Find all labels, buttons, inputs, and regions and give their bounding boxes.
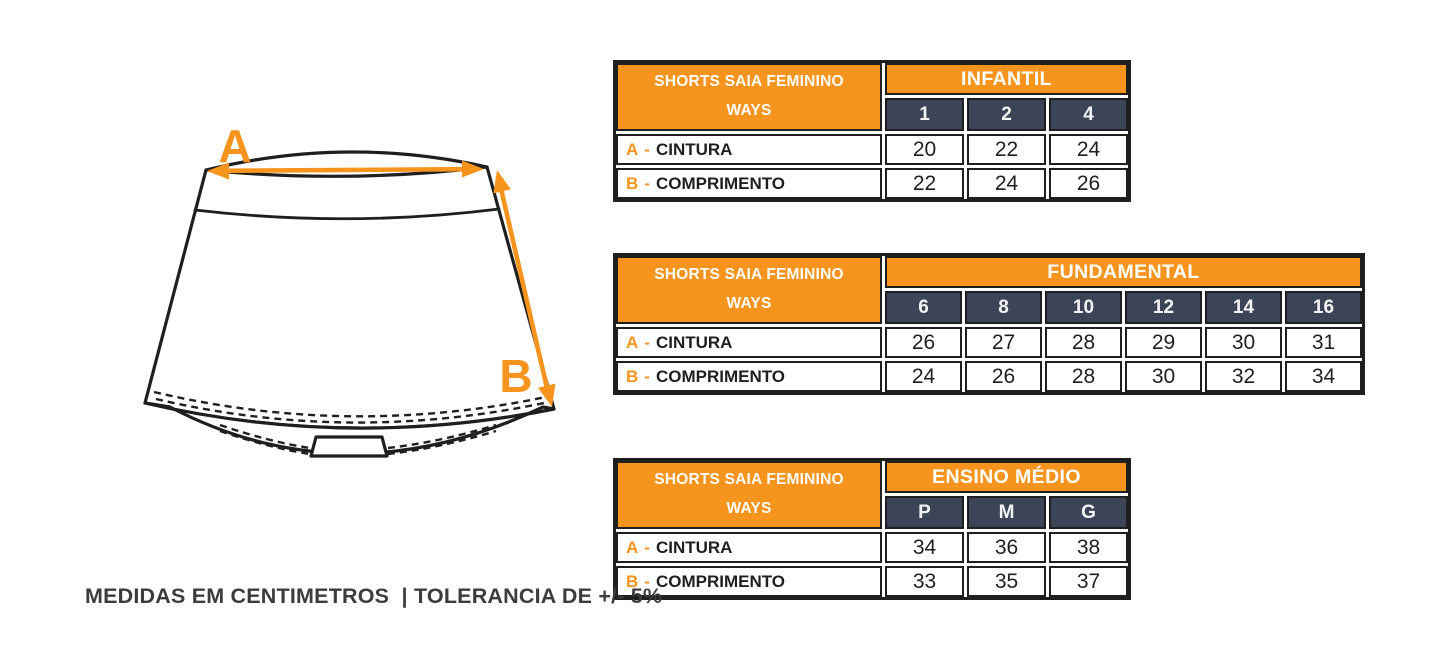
table-category-header: ENSINO MÉDIO: [885, 461, 1128, 493]
measure-label-a: A: [218, 120, 251, 172]
size-value-cell: 22: [885, 168, 964, 199]
size-column-header: 8: [965, 291, 1042, 324]
product-title-line: SHORTS SAIA FEMININO: [654, 471, 844, 489]
measure-row-label: A - CINTURA: [616, 532, 882, 563]
measure-arrow-b: [493, 170, 556, 407]
measure-name: CINTURA: [655, 537, 733, 557]
measure-separator: -: [644, 571, 650, 591]
product-title-line: SHORTS SAIA FEMININO: [654, 73, 844, 91]
size-value-cell: 37: [1049, 566, 1128, 597]
measure-row-label: B - COMPRIMENTO: [616, 168, 882, 199]
size-column-header: 14: [1205, 291, 1282, 324]
measure-name: COMPRIMENTO: [655, 571, 786, 591]
size-column-header: 1: [885, 98, 964, 131]
measure-row-label: A - CINTURA: [616, 134, 882, 165]
measure-key: B: [626, 571, 639, 591]
size-column-header: P: [885, 496, 964, 529]
size-value-cell: 34: [885, 532, 964, 563]
measure-separator: -: [644, 537, 650, 557]
measure-row-label: B - COMPRIMENTO: [616, 361, 882, 392]
measure-name: COMPRIMENTO: [655, 366, 786, 386]
size-value-cell: 24: [1049, 134, 1128, 165]
measure-label-b: B: [499, 350, 532, 402]
waistband-seam: [193, 207, 501, 221]
band-stitch-right-1: [387, 423, 497, 450]
size-column-header: 10: [1045, 291, 1122, 324]
measure-key: B: [626, 366, 639, 386]
measure-separator: -: [644, 139, 650, 159]
product-title-line: WAYS: [726, 295, 772, 312]
size-value-cell: 24: [967, 168, 1046, 199]
measure-row-label: A - CINTURA: [616, 327, 882, 358]
product-title-line: WAYS: [726, 500, 772, 517]
arrowhead-left-icon: [207, 162, 229, 180]
measure-key: A: [626, 139, 639, 159]
size-value-cell: 20: [885, 134, 964, 165]
table-category-header: FUNDAMENTAL: [885, 256, 1362, 288]
hem-stitch-line-2: [155, 397, 545, 424]
size-value-cell: 26: [885, 327, 962, 358]
size-value-cell: 28: [1045, 327, 1122, 358]
table-product-header: SHORTS SAIA FEMININO WAYS: [616, 63, 882, 131]
size-value-cell: 30: [1125, 361, 1202, 392]
size-table: SHORTS SAIA FEMININO WAYS INFANTIL 1 2 4 A - CIN…: [613, 60, 1131, 202]
measure-name: CINTURA: [655, 139, 733, 159]
shorts-under-band: [143, 401, 556, 455]
hem-stitch-line-1: [153, 390, 547, 418]
size-value-cell: 32: [1205, 361, 1282, 392]
measure-separator: -: [644, 173, 650, 193]
size-value-cell: 35: [967, 566, 1046, 597]
size-value-cell: 34: [1285, 361, 1362, 392]
skirt-body: [143, 165, 556, 430]
measure-separator: -: [644, 366, 650, 386]
size-column-header: 6: [885, 291, 962, 324]
size-value-cell: 26: [1049, 168, 1128, 199]
size-column-header: 4: [1049, 98, 1128, 131]
band-stitch-right-2: [387, 429, 497, 456]
size-value-cell: 22: [967, 134, 1046, 165]
size-value-cell: 36: [967, 532, 1046, 563]
skort-technical-drawing: A B: [143, 120, 556, 458]
measure-name: COMPRIMENTO: [655, 173, 786, 193]
size-value-cell: 31: [1285, 327, 1362, 358]
band-stitch-left-1: [219, 423, 311, 450]
arrowhead-right-icon: [462, 160, 484, 178]
size-column-header: G: [1049, 496, 1128, 529]
size-value-cell: 33: [885, 566, 964, 597]
band-stitch-left-2: [219, 429, 311, 456]
size-value-cell: 27: [965, 327, 1042, 358]
size-column-header: 2: [967, 98, 1046, 131]
size-table: SHORTS SAIA FEMININO WAYS FUNDAMENTAL 6 8 10 1…: [613, 253, 1365, 395]
waist-opening-rim: [204, 150, 489, 172]
size-value-cell: 24: [885, 361, 962, 392]
size-value-cell: 26: [965, 361, 1042, 392]
measure-arrow-a: [207, 160, 484, 180]
size-table: SHORTS SAIA FEMININO WAYS ENSINO MÉDIO P M G A…: [613, 458, 1131, 600]
measure-key: A: [626, 537, 639, 557]
measure-row-label: B - COMPRIMENTO: [616, 566, 882, 597]
measure-name: CINTURA: [655, 332, 733, 352]
size-column-header: 12: [1125, 291, 1202, 324]
size-value-cell: 29: [1125, 327, 1202, 358]
table-product-header: SHORTS SAIA FEMININO WAYS: [616, 461, 882, 529]
size-column-header: M: [967, 496, 1046, 529]
arrowhead-up-icon: [493, 170, 511, 194]
size-column-header: 16: [1285, 291, 1362, 324]
measure-separator: -: [644, 332, 650, 352]
product-title-line: SHORTS SAIA FEMININO: [654, 266, 844, 284]
product-title-line: WAYS: [726, 102, 772, 119]
size-value-cell: 28: [1045, 361, 1122, 392]
measure-key: A: [626, 332, 639, 352]
arrowhead-down-icon: [538, 383, 556, 407]
table-product-header: SHORTS SAIA FEMININO WAYS: [616, 256, 882, 324]
size-value-cell: 38: [1049, 532, 1128, 563]
measurement-note: MEDIDAS EM CENTIMETROS | TOLERANCIA DE +…: [85, 584, 663, 608]
table-category-header: INFANTIL: [885, 63, 1128, 95]
measure-key: B: [626, 173, 639, 193]
size-value-cell: 30: [1205, 327, 1282, 358]
shorts-center-panel: [309, 435, 389, 458]
